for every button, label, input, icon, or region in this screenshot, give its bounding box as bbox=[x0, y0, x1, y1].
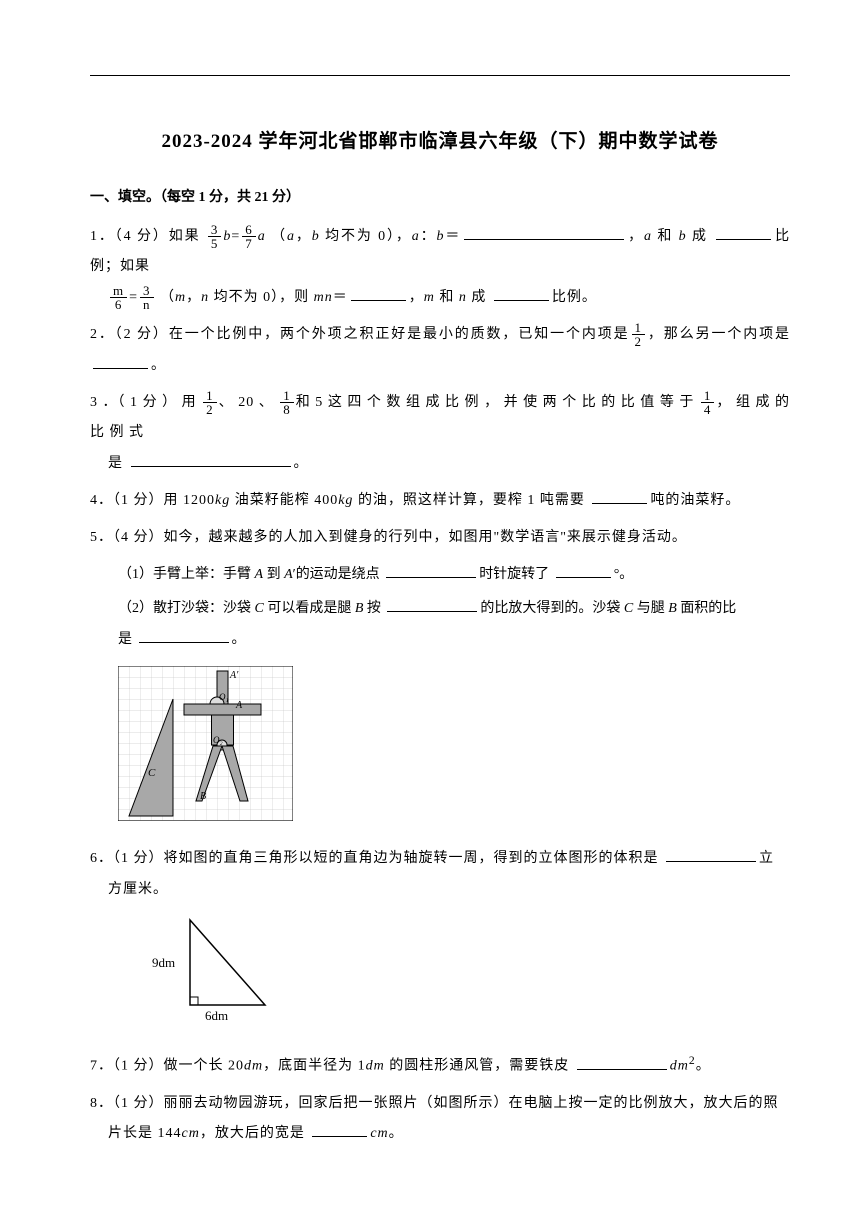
blank bbox=[131, 451, 291, 467]
label-6dm: 6dm bbox=[205, 1008, 228, 1023]
label-9dm: 9dm bbox=[152, 955, 175, 970]
blank bbox=[556, 562, 611, 578]
blank bbox=[387, 596, 477, 612]
blank bbox=[494, 285, 549, 301]
svg-text:O₁: O₁ bbox=[219, 692, 229, 702]
svg-text:C: C bbox=[148, 767, 156, 779]
blank bbox=[93, 353, 148, 369]
question-2: 2．（2 分）在一个比例中，两个外项之积正好是最小的质数，已知一个内项是12，那… bbox=[90, 320, 790, 382]
question-1: 1．（4 分）如果 35b=67a （a，b 均不为 0），a：b＝，a 和 b… bbox=[90, 222, 790, 314]
question-5-2: （2）散打沙袋：沙袋 C 可以看成是腿 B 按 的比放大得到的。沙袋 C 与腿 … bbox=[90, 594, 790, 656]
blank bbox=[139, 627, 229, 643]
blank bbox=[312, 1121, 367, 1137]
fraction-3-5: 35 bbox=[208, 223, 222, 250]
blank bbox=[592, 488, 647, 504]
blank bbox=[716, 224, 771, 240]
fraction-1-4: 14 bbox=[701, 389, 715, 416]
top-rule bbox=[90, 75, 790, 76]
fraction-1-2: 12 bbox=[632, 321, 646, 348]
question-5-1: （1）手臂上举：手臂 A 到 A′的运动是绕点 时针旋转了 °。 bbox=[90, 560, 790, 591]
question-3: 3 ．（ 1 分 ） 用 12、 20 、 18和 5 这 四 个 数 组 成 … bbox=[90, 388, 790, 480]
question-5: 5．（4 分）如今，越来越多的人加入到健身的行列中，如图用"数学语言"来展示健身… bbox=[90, 523, 790, 554]
fraction-3-n: 3n bbox=[140, 284, 154, 311]
question-7: 7．（1 分）做一个长 20dm，底面半径为 1dm 的圆柱形通风管，需要铁皮 … bbox=[90, 1048, 790, 1082]
question-6: 6．（1 分）将如图的直角三角形以短的直角边为轴旋转一周，得到的立体图形的体积是… bbox=[90, 844, 790, 906]
blank bbox=[464, 224, 624, 240]
section-1-header: 一、填空。（每空 1 分，共 21 分） bbox=[90, 183, 790, 214]
fraction-6-7: 67 bbox=[242, 223, 256, 250]
svg-text:B: B bbox=[200, 791, 206, 802]
blank bbox=[386, 562, 476, 578]
svg-text:A: A bbox=[235, 700, 243, 711]
blank bbox=[351, 285, 406, 301]
fraction-m-6: m6 bbox=[110, 284, 127, 311]
figure-q5: C A′ A O₁ O₂ B bbox=[118, 666, 790, 834]
q1-text: 1．（4 分）如果 bbox=[90, 229, 200, 244]
svg-text:O₂: O₂ bbox=[213, 735, 223, 745]
fraction-1-8: 18 bbox=[280, 389, 294, 416]
question-4: 4．（1 分）用 1200kg 油菜籽能榨 400kg 的油，照这样计算，要榨 … bbox=[90, 486, 790, 517]
svg-text:A′: A′ bbox=[229, 670, 239, 681]
page-title: 2023-2024 学年河北省邯郸市临漳县六年级（下）期中数学试卷 bbox=[90, 121, 790, 163]
figure-q6: 9dm 6dm bbox=[150, 915, 790, 1038]
question-8: 8．（1 分）丽丽去动物园游玩，回家后把一张照片（如图所示）在电脑上按一定的比例… bbox=[90, 1089, 790, 1151]
blank bbox=[577, 1054, 667, 1070]
blank bbox=[666, 846, 756, 862]
fraction-1-2: 12 bbox=[203, 389, 217, 416]
